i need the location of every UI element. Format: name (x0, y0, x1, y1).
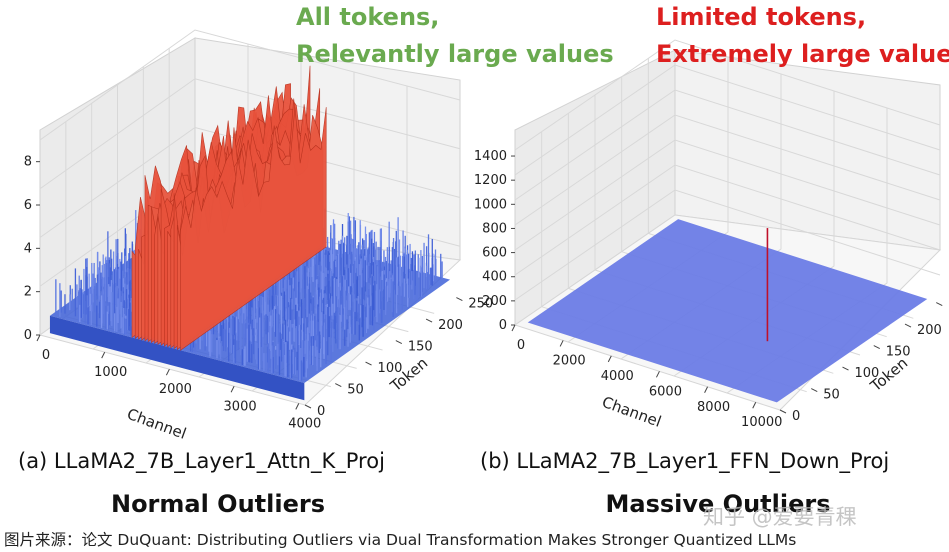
gridline (39, 29, 461, 141)
gridline (39, 78, 461, 190)
y-tick-mark (936, 302, 943, 307)
z-tick-label: 2 (24, 285, 32, 300)
x-tick-mark (36, 334, 41, 342)
watermark: 知乎 @爱要青稞 (703, 505, 857, 529)
gridline (514, 189, 941, 301)
z-tick-label: 200 (482, 294, 507, 309)
y-tick-label: 100 (855, 366, 880, 381)
gridline (514, 64, 941, 176)
x-tick-label: 4000 (601, 369, 634, 384)
panel-b-annotation-line2: Extremely large values (656, 40, 949, 68)
panel-a-xlabel: Channel (125, 405, 189, 443)
panel-b-caption: (b) LLaMA2_7B_Layer1_FFN_Down_Proj (480, 449, 889, 474)
y-tick-mark (904, 323, 912, 328)
x-tick-mark (655, 371, 660, 378)
x-tick-mark (704, 386, 709, 393)
gridline (514, 139, 941, 251)
y-tick-label: 0 (792, 409, 800, 424)
z-tick-label: 1400 (474, 149, 507, 164)
x-tick-mark (559, 340, 564, 347)
panel-a-annotation-line1: All tokens, (296, 3, 439, 31)
z-tick-label: 600 (482, 246, 507, 261)
x-tick-mark (295, 403, 300, 410)
y-tick-label: 250 (468, 297, 493, 312)
panel-a-outlier-ridge (180, 107, 327, 351)
y-tick-mark (842, 366, 849, 371)
x-tick-label: 10000 (741, 415, 782, 430)
y-tick-mark (779, 409, 787, 414)
panel-a-caption: (a) LLaMA2_7B_Layer1_Attn_K_Proj (18, 449, 385, 474)
gridline (514, 164, 941, 276)
x-tick-label: 2000 (159, 382, 192, 397)
y-tick-mark (365, 361, 372, 366)
y-tick-label: 100 (378, 361, 403, 376)
x-tick-mark (101, 351, 106, 359)
gridline (39, 126, 461, 238)
panel-b-surface (527, 219, 928, 403)
source-note: 图片来源：论文 DuQuant: Distributing Outliers v… (4, 531, 796, 549)
z-tick-label: 800 (482, 221, 507, 236)
x-tick-label: 0 (42, 348, 50, 363)
x-tick-mark (511, 324, 516, 332)
x-tick-label: 6000 (649, 384, 682, 399)
panel-b-heading: Massive Outliers (606, 490, 831, 518)
gridline (514, 89, 941, 201)
x-tick-mark (165, 368, 170, 376)
panel-b-annotation-line1: Limited tokens, (656, 3, 866, 31)
y-tick-label: 200 (917, 323, 942, 338)
y-tick-mark (873, 345, 880, 349)
gridline (514, 114, 941, 226)
panel-b: 0200040006000800010000050100150200250020… (474, 39, 949, 431)
x-tick-label: 8000 (697, 400, 730, 415)
panel-a-baseline-front (49, 315, 305, 401)
y-tick-mark (811, 388, 818, 392)
z-tick-label: 1000 (474, 197, 507, 212)
x-tick-label: 1000 (94, 365, 127, 380)
y-tick-mark (304, 404, 312, 409)
panel-b-surface-plane (527, 219, 928, 403)
panel-a-surface (49, 65, 451, 401)
y-tick-label: 0 (317, 404, 325, 419)
x-tick-label: 0 (517, 338, 525, 353)
x-tick-mark (230, 386, 235, 393)
y-tick-mark (395, 340, 403, 344)
z-tick-label: 6 (24, 198, 32, 213)
y-tick-label: 200 (438, 318, 463, 333)
z-tick-label: 0 (24, 328, 32, 343)
y-tick-label: 50 (347, 383, 364, 398)
z-tick-label: 8 (24, 155, 32, 170)
y-tick-label: 150 (408, 340, 433, 355)
z-tick-label: 400 (482, 270, 507, 285)
x-tick-mark (752, 401, 757, 409)
panel-a-heading: Normal Outliers (111, 490, 325, 518)
z-tick-label: 0 (499, 318, 507, 333)
y-tick-mark (456, 297, 463, 302)
x-tick-label: 2000 (553, 353, 586, 368)
panel-b-ticks: 0200040006000800010000050100150200250020… (474, 149, 949, 430)
z-tick-label: 1200 (474, 173, 507, 188)
z-tick-label: 4 (24, 241, 32, 256)
y-tick-mark (425, 318, 433, 323)
x-tick-mark (607, 355, 612, 363)
y-tick-mark (335, 383, 342, 387)
x-tick-label: 4000 (288, 416, 321, 431)
gridline (514, 39, 941, 151)
panel-a-annotation-line2: Relevantly large values (296, 40, 614, 68)
x-tick-label: 3000 (224, 399, 257, 414)
y-tick-label: 150 (886, 345, 911, 360)
y-tick-label: 50 (823, 388, 840, 403)
